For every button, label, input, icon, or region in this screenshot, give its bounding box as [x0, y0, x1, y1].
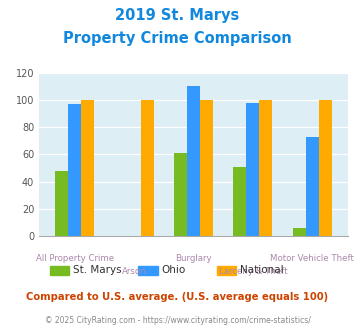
Bar — [187, 86, 200, 236]
Bar — [141, 100, 154, 236]
Text: St. Marys: St. Marys — [73, 265, 121, 275]
Text: Property Crime Comparison: Property Crime Comparison — [63, 31, 292, 46]
Bar — [68, 104, 81, 236]
Bar — [55, 171, 68, 236]
Bar — [246, 103, 260, 236]
Bar — [260, 100, 273, 236]
Text: National: National — [240, 265, 283, 275]
Text: All Property Crime: All Property Crime — [36, 254, 114, 263]
Text: Motor Vehicle Theft: Motor Vehicle Theft — [270, 254, 354, 263]
Text: Compared to U.S. average. (U.S. average equals 100): Compared to U.S. average. (U.S. average … — [26, 292, 329, 302]
Text: Larceny & Theft: Larceny & Theft — [219, 267, 287, 276]
Text: Ohio: Ohio — [162, 265, 186, 275]
Bar — [293, 228, 306, 236]
Text: Arson: Arson — [122, 267, 146, 276]
Bar — [319, 100, 332, 236]
Bar — [200, 100, 213, 236]
Bar — [174, 153, 187, 236]
Text: © 2025 CityRating.com - https://www.cityrating.com/crime-statistics/: © 2025 CityRating.com - https://www.city… — [45, 316, 310, 325]
Bar — [306, 137, 319, 236]
Text: Burglary: Burglary — [175, 254, 212, 263]
Bar — [233, 167, 246, 236]
Bar — [81, 100, 94, 236]
Text: 2019 St. Marys: 2019 St. Marys — [115, 8, 240, 23]
